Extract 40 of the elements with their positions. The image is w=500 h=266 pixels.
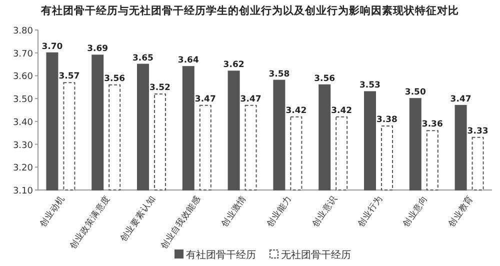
legend-label: 无社团骨干经历 bbox=[281, 249, 351, 261]
data-label: 3.62 bbox=[223, 60, 244, 70]
data-label: 3.47 bbox=[194, 94, 216, 104]
data-label: 3.47 bbox=[240, 94, 262, 104]
data-label: 3.56 bbox=[314, 74, 336, 84]
data-label: 3.42 bbox=[331, 106, 352, 116]
data-label: 3.56 bbox=[104, 74, 126, 84]
data-label: 3.52 bbox=[150, 83, 171, 93]
data-label: 3.70 bbox=[42, 42, 63, 52]
chart-title: 有社团骨干经历与无社团骨干经历学生的创业行为以及创业行为影响因素现状特征对比 bbox=[40, 4, 459, 17]
x-tick-label: 创业能力 bbox=[264, 193, 294, 230]
y-tick-label: 3.70 bbox=[12, 49, 34, 60]
x-tick-label: 创业激情 bbox=[219, 193, 249, 230]
y-tick-label: 3.20 bbox=[12, 164, 34, 174]
data-label: 3.57 bbox=[58, 72, 80, 82]
data-label: 3.58 bbox=[268, 69, 290, 80]
x-tick-label: 创业教育 bbox=[446, 193, 476, 230]
y-tick-label: 3.10 bbox=[12, 186, 34, 196]
data-label: 3.38 bbox=[376, 115, 398, 125]
data-label: 3.65 bbox=[132, 53, 154, 64]
y-tick-label: 3.30 bbox=[12, 140, 34, 151]
data-label: 3.50 bbox=[404, 88, 426, 98]
x-tick-label: 创业意向 bbox=[400, 193, 430, 230]
data-label: 3.36 bbox=[422, 120, 443, 130]
data-label: 3.69 bbox=[87, 44, 108, 54]
x-tick-label: 创业意识 bbox=[310, 193, 340, 230]
legend-label: 有社团骨干经历 bbox=[186, 249, 256, 261]
x-tick-label: 创业要素认知 bbox=[118, 193, 158, 244]
data-label: 3.33 bbox=[467, 126, 488, 136]
y-tick-label: 3.80 bbox=[12, 26, 34, 36]
data-label: 3.53 bbox=[360, 80, 381, 91]
y-tick-label: 3.60 bbox=[12, 72, 34, 82]
y-tick-label: 3.50 bbox=[12, 95, 34, 106]
data-label: 3.47 bbox=[450, 94, 472, 104]
data-label: 3.64 bbox=[178, 56, 199, 66]
data-label: 3.42 bbox=[286, 106, 307, 116]
x-tick-label: 创业政策满意度 bbox=[67, 193, 113, 252]
x-tick-label: 创业行为 bbox=[355, 193, 385, 230]
y-tick-label: 3.40 bbox=[12, 118, 34, 128]
x-tick-label: 创业动机 bbox=[38, 193, 68, 230]
